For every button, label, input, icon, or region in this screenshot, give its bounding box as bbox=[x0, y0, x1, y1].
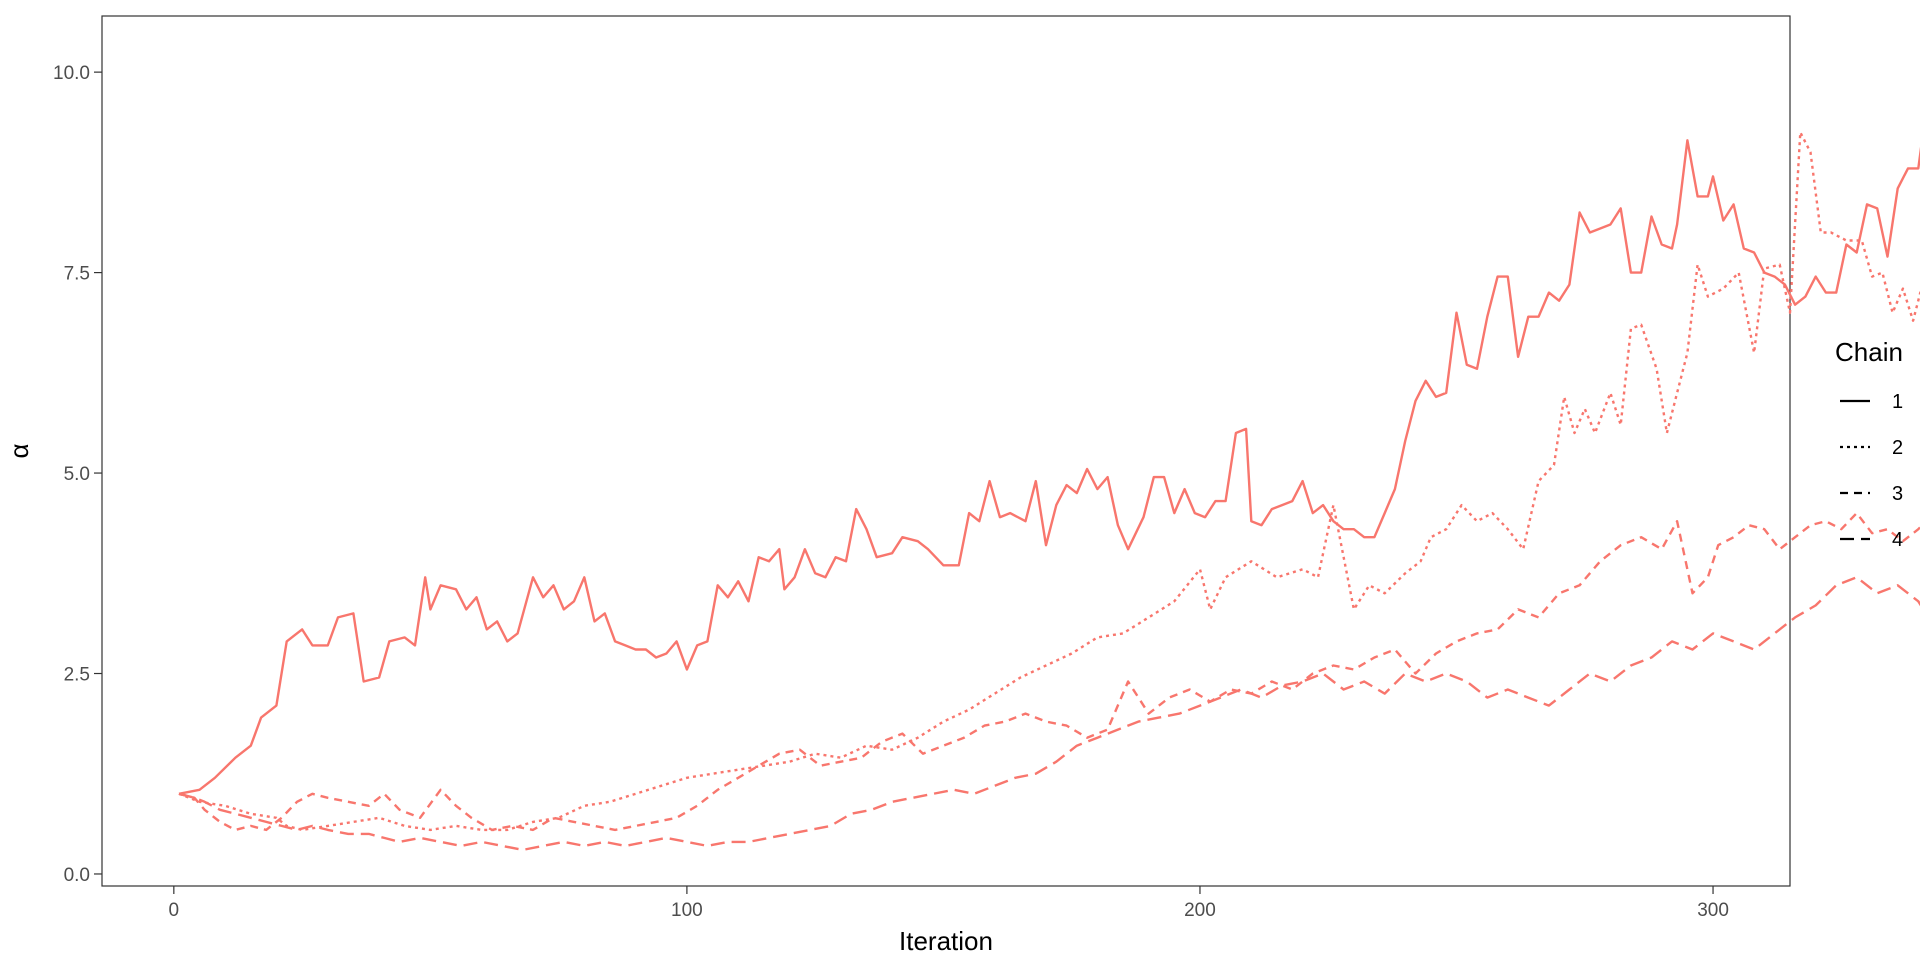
y-axis-title: α bbox=[4, 443, 34, 458]
legend-title: Chain bbox=[1835, 337, 1903, 367]
y-tick-label: 7.5 bbox=[64, 264, 90, 285]
series-line-chain-3 bbox=[178, 511, 1920, 832]
legend: Chain 1 2 3 4 bbox=[1835, 337, 1903, 551]
series-layer bbox=[178, 131, 1920, 852]
x-axis: 0 100 200 300 bbox=[169, 886, 1729, 921]
x-tick-label: 300 bbox=[1697, 900, 1729, 921]
y-tick-label: 10.0 bbox=[53, 63, 90, 84]
x-tick-label: 0 bbox=[169, 900, 180, 921]
y-tick-label: 5.0 bbox=[64, 464, 90, 485]
x-tick-label: 100 bbox=[671, 900, 703, 921]
y-tick-label: 0.0 bbox=[64, 865, 90, 886]
legend-label-4: 4 bbox=[1892, 529, 1903, 551]
x-tick-label: 200 bbox=[1184, 900, 1216, 921]
legend-label-3: 3 bbox=[1892, 483, 1903, 505]
legend-label-1: 1 bbox=[1892, 391, 1903, 413]
series-line-chain-1 bbox=[178, 139, 1920, 795]
legend-label-2: 2 bbox=[1892, 437, 1903, 459]
plot-panel bbox=[101, 15, 1791, 887]
y-tick-label: 2.5 bbox=[64, 665, 90, 686]
series-line-chain-4 bbox=[178, 576, 1920, 852]
x-axis-title: Iteration bbox=[899, 926, 993, 956]
series-line-chain-2 bbox=[178, 131, 1920, 832]
y-axis: 0.0 2.5 5.0 7.5 10.0 bbox=[53, 63, 102, 886]
